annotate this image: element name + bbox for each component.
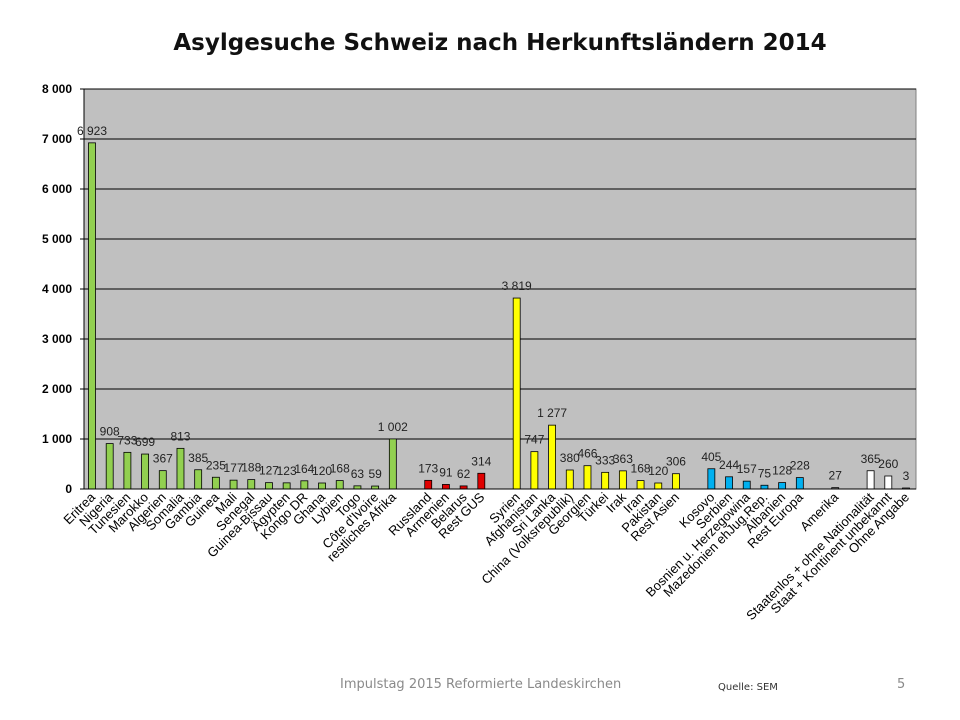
footer-text: Impulstag 2015 Reformierte Landeskirchen (340, 677, 622, 692)
bar (866, 470, 875, 490)
data-label: 228 (790, 459, 810, 473)
data-label: 1 277 (537, 406, 567, 420)
data-label: 306 (666, 455, 686, 469)
bar (282, 482, 291, 490)
y-tick-label: 7 000 (42, 132, 72, 146)
data-label: 157 (737, 462, 757, 476)
data-label: 173 (418, 461, 438, 475)
data-label: 120 (648, 464, 668, 478)
y-tick-label: 2 000 (42, 382, 72, 396)
data-label: 385 (188, 451, 208, 465)
bar (388, 438, 397, 490)
bar (742, 480, 751, 490)
bar (778, 482, 787, 490)
bar (795, 477, 804, 490)
y-tick-label: 1 000 (42, 432, 72, 446)
y-tick-label: 8 000 (42, 82, 72, 96)
data-label: 62 (457, 467, 471, 481)
bar (265, 482, 273, 490)
page-number: 5 (897, 677, 906, 692)
data-label: 699 (135, 435, 155, 449)
data-label: 466 (577, 447, 597, 461)
data-label: 59 (368, 467, 382, 481)
data-label: 260 (878, 457, 898, 471)
gridlines (84, 88, 916, 440)
data-label: 120 (312, 464, 332, 478)
bar (229, 479, 238, 490)
bar (884, 475, 893, 490)
bar (424, 479, 433, 490)
data-label: 813 (170, 429, 190, 443)
bar (530, 451, 539, 490)
data-label: 363 (613, 452, 633, 466)
data-label: 1 002 (378, 420, 408, 434)
bar (211, 476, 220, 490)
data-label: 365 (861, 452, 881, 466)
chart-title: Asylgesuche Schweiz nach Herkunftsländer… (173, 30, 827, 56)
data-label: 733 (117, 433, 137, 447)
bar (477, 472, 486, 490)
bar (176, 447, 185, 490)
category-labels: EritreaNigeriaTunesienMarokkoAlgerienSom… (60, 489, 912, 623)
data-label: 3 819 (502, 279, 532, 293)
bar (548, 424, 556, 490)
bar (601, 471, 610, 490)
bar (105, 443, 114, 490)
bar (512, 297, 521, 490)
y-tick-label: 3 000 (42, 332, 72, 346)
data-label: 128 (772, 464, 792, 478)
y-tick-label: 4 000 (42, 282, 72, 296)
bar (618, 470, 627, 490)
bar (672, 473, 680, 490)
bar (707, 468, 716, 490)
data-label: 367 (153, 452, 173, 466)
bar (300, 480, 309, 490)
bar (725, 476, 733, 490)
bar (247, 479, 256, 490)
data-label: 123 (277, 464, 297, 478)
bar (442, 484, 450, 490)
y-tick-label: 6 000 (42, 182, 72, 196)
data-label: 27 (829, 469, 843, 483)
bars (88, 142, 910, 490)
data-label: 168 (330, 462, 350, 476)
bar (583, 465, 592, 490)
data-label: 177 (224, 461, 244, 475)
bar (158, 470, 167, 490)
data-labels: 6 92390873369936781338523517718812712316… (77, 124, 910, 483)
y-axis-ticks: 0 1 000 2 000 3 000 4 000 5 000 6 000 7 000 8 00… (42, 82, 84, 496)
data-label: 380 (560, 451, 580, 465)
y-tick-label: 0 (65, 482, 72, 496)
data-label: 314 (471, 454, 491, 468)
bar (141, 453, 149, 490)
bar (194, 469, 203, 490)
bar (88, 142, 96, 490)
data-label: 168 (631, 462, 651, 476)
data-label: 63 (351, 467, 365, 481)
data-label: 405 (701, 450, 721, 464)
bar (335, 480, 344, 490)
data-label: 3 (903, 469, 910, 483)
bar (636, 480, 645, 490)
y-tick-label: 5 000 (42, 232, 72, 246)
bar (654, 482, 663, 490)
data-label: 6 923 (77, 124, 107, 138)
bar (123, 451, 132, 490)
data-label: 235 (206, 458, 226, 472)
data-label: 127 (259, 464, 279, 478)
bar (565, 469, 574, 490)
bar (318, 482, 326, 490)
data-label: 747 (524, 433, 544, 447)
data-label: 75 (758, 466, 772, 480)
footer-source: Quelle: SEM (718, 682, 778, 693)
data-label: 188 (241, 461, 261, 475)
data-label: 908 (100, 425, 120, 439)
data-label: 333 (595, 453, 615, 467)
data-label: 164 (294, 462, 314, 476)
data-label: 244 (719, 458, 739, 472)
data-label: 91 (439, 465, 453, 479)
bar (760, 484, 769, 490)
